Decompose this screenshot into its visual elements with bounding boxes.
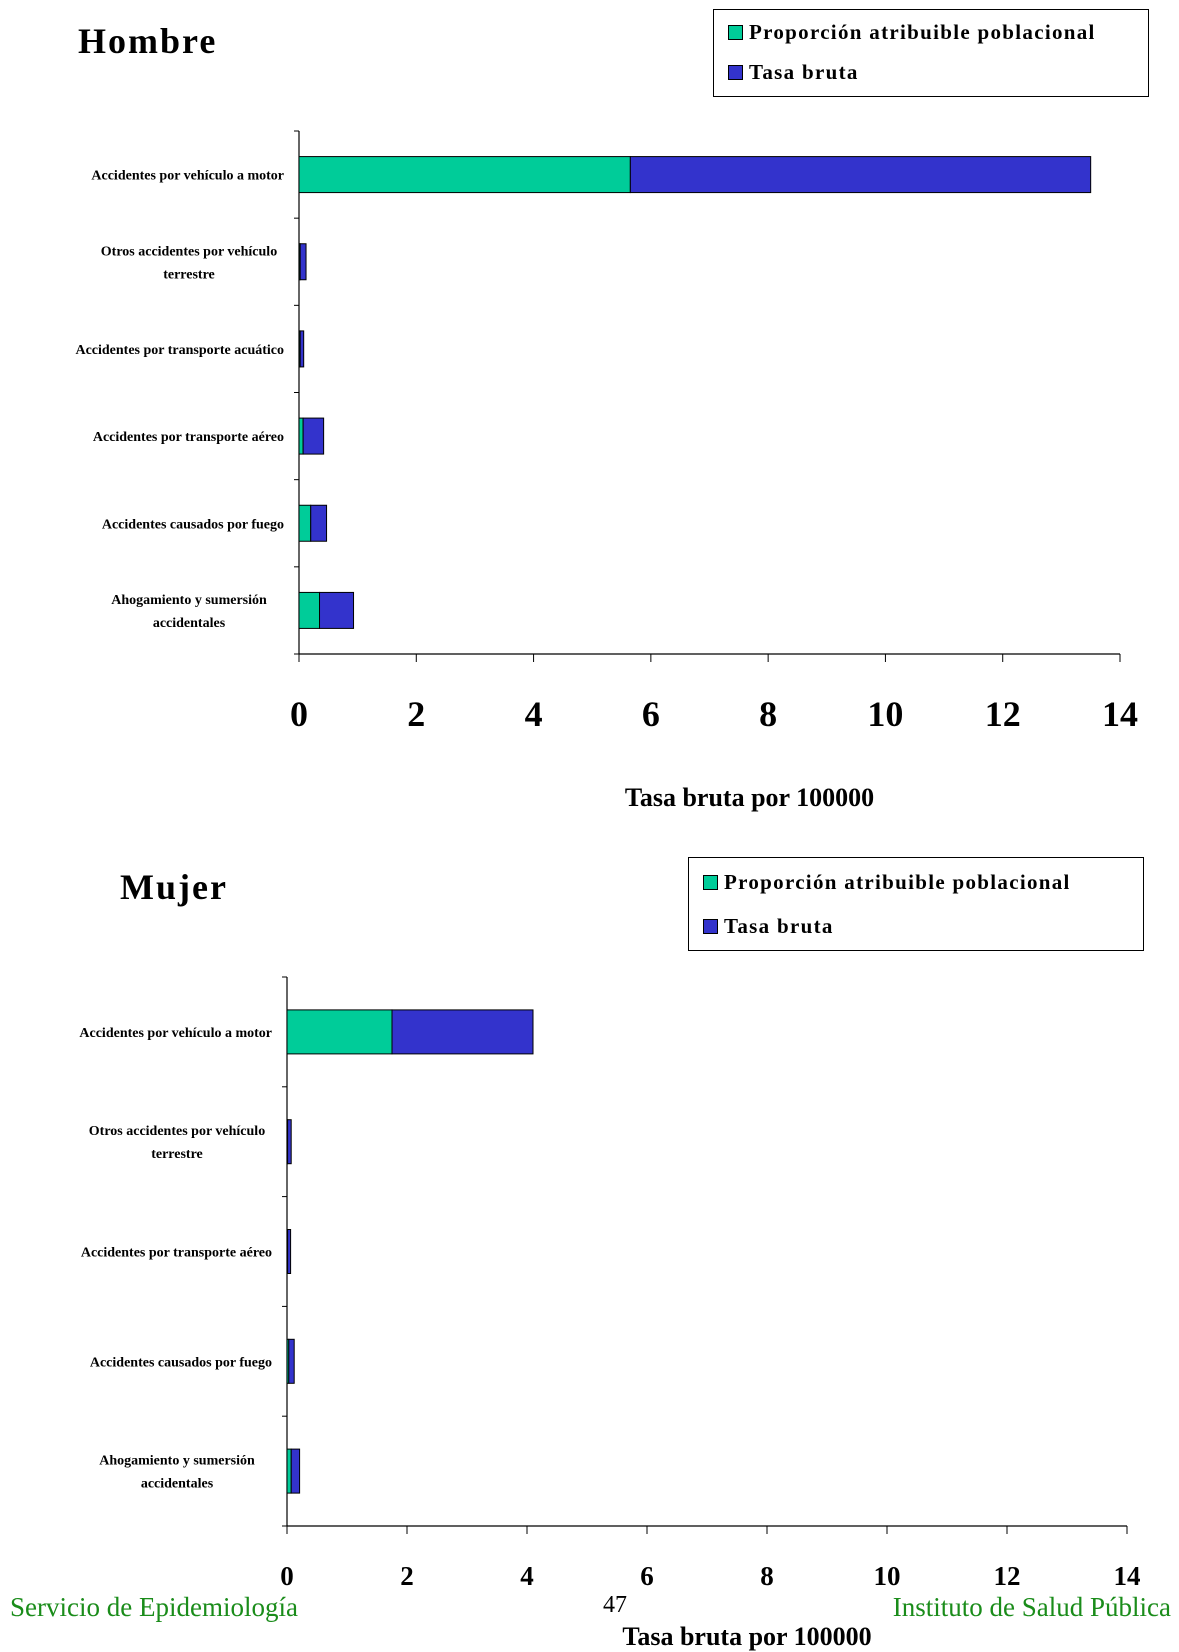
bar-apportioned bbox=[298, 156, 631, 194]
bar-crude bbox=[287, 1229, 292, 1274]
category-label: Otros accidentes por vehículo bbox=[101, 244, 277, 259]
bar-crude bbox=[391, 1009, 534, 1055]
x-tick-label: 8 bbox=[759, 694, 777, 734]
x-tick-label: 2 bbox=[407, 694, 425, 734]
legend-swatch-apportioned bbox=[728, 25, 743, 40]
category-label: Accidentes por vehículo a motor bbox=[79, 1026, 272, 1041]
bar-crude bbox=[629, 156, 1092, 194]
x-tick-label: 8 bbox=[760, 1561, 774, 1591]
legend-item-apportioned: Proporción atribuible poblacional bbox=[703, 870, 1071, 895]
x-tick-label: 4 bbox=[525, 694, 543, 734]
legend-label-crude: Tasa bruta bbox=[749, 60, 859, 84]
bar-chart-hombre: 0 2 4 6 8 10 12 14 Accidentes por vehículo a mot… bbox=[75, 130, 1138, 812]
bar-apportioned bbox=[286, 1448, 292, 1494]
category-label: Otros accidentes por vehículo bbox=[89, 1124, 265, 1139]
page-number: 47 bbox=[603, 1592, 627, 1618]
bar-crude bbox=[287, 1119, 292, 1165]
legend-hombre: Proporción atribuible poblacional Tasa b… bbox=[713, 9, 1149, 97]
x-tick-label: 14 bbox=[1102, 694, 1138, 734]
bar-crude bbox=[290, 1448, 301, 1494]
footer-right: Instituto de Salud Pública bbox=[892, 1592, 1171, 1622]
x-tick-label: 10 bbox=[874, 1561, 901, 1591]
x-tick-label: 6 bbox=[642, 694, 660, 734]
x-axis-title: Tasa bruta por 100000 bbox=[625, 783, 874, 812]
category-label: Ahogamiento y sumersión bbox=[99, 1454, 255, 1469]
legend-label-apportioned: Proporción atribuible poblacional bbox=[724, 870, 1071, 894]
category-label: Accidentes por transporte aéreo bbox=[93, 430, 284, 445]
x-tick-label: 10 bbox=[867, 694, 903, 734]
bar-apportioned bbox=[286, 1009, 393, 1055]
legend-swatch-crude bbox=[703, 919, 718, 934]
bar-crude bbox=[288, 1338, 295, 1384]
category-label: Accidentes por vehículo a motor bbox=[91, 169, 284, 184]
category-label: terrestre bbox=[151, 1147, 203, 1162]
x-tick-label: 4 bbox=[520, 1561, 534, 1591]
x-tick-label: 0 bbox=[290, 694, 308, 734]
category-label: terrestre bbox=[163, 267, 215, 282]
x-axis-title: Tasa bruta por 100000 bbox=[622, 1622, 871, 1651]
legend-item-crude: Tasa bruta bbox=[703, 914, 834, 939]
x-tick-label: 0 bbox=[280, 1561, 294, 1591]
legend-label-crude: Tasa bruta bbox=[724, 914, 834, 938]
category-label: accidentales bbox=[153, 616, 226, 631]
footer-left: Servicio de Epidemiología bbox=[10, 1592, 298, 1622]
x-tick-label: 12 bbox=[985, 694, 1021, 734]
chart-title-mujer: Mujer bbox=[120, 867, 228, 907]
legend-mujer: Proporción atribuible poblacional Tasa b… bbox=[688, 857, 1144, 951]
bar-crude bbox=[299, 330, 305, 368]
category-label: Accidentes por transporte aéreo bbox=[81, 1246, 272, 1261]
chart-title-hombre: Hombre bbox=[78, 21, 218, 61]
legend-item-crude: Tasa bruta bbox=[728, 60, 859, 85]
category-label: Accidentes causados por fuego bbox=[102, 517, 284, 532]
category-label: Accidentes por transporte acuático bbox=[75, 343, 284, 358]
category-label: Ahogamiento y sumersión bbox=[111, 593, 267, 608]
bar-crude bbox=[299, 243, 307, 281]
bar-crude bbox=[302, 417, 325, 455]
legend-label-apportioned: Proporción atribuible poblacional bbox=[749, 20, 1096, 44]
legend-swatch-apportioned bbox=[703, 875, 718, 890]
bar-crude bbox=[310, 504, 328, 542]
category-label: Accidentes causados por fuego bbox=[90, 1355, 272, 1370]
x-tick-label: 6 bbox=[640, 1561, 654, 1591]
legend-item-apportioned: Proporción atribuible poblacional bbox=[728, 20, 1096, 45]
x-tick-label: 12 bbox=[994, 1561, 1021, 1591]
x-tick-label: 2 bbox=[400, 1561, 414, 1591]
x-tick-label: 14 bbox=[1114, 1561, 1141, 1591]
category-label: accidentales bbox=[141, 1477, 214, 1492]
legend-swatch-crude bbox=[728, 65, 743, 80]
bar-crude bbox=[319, 591, 355, 629]
